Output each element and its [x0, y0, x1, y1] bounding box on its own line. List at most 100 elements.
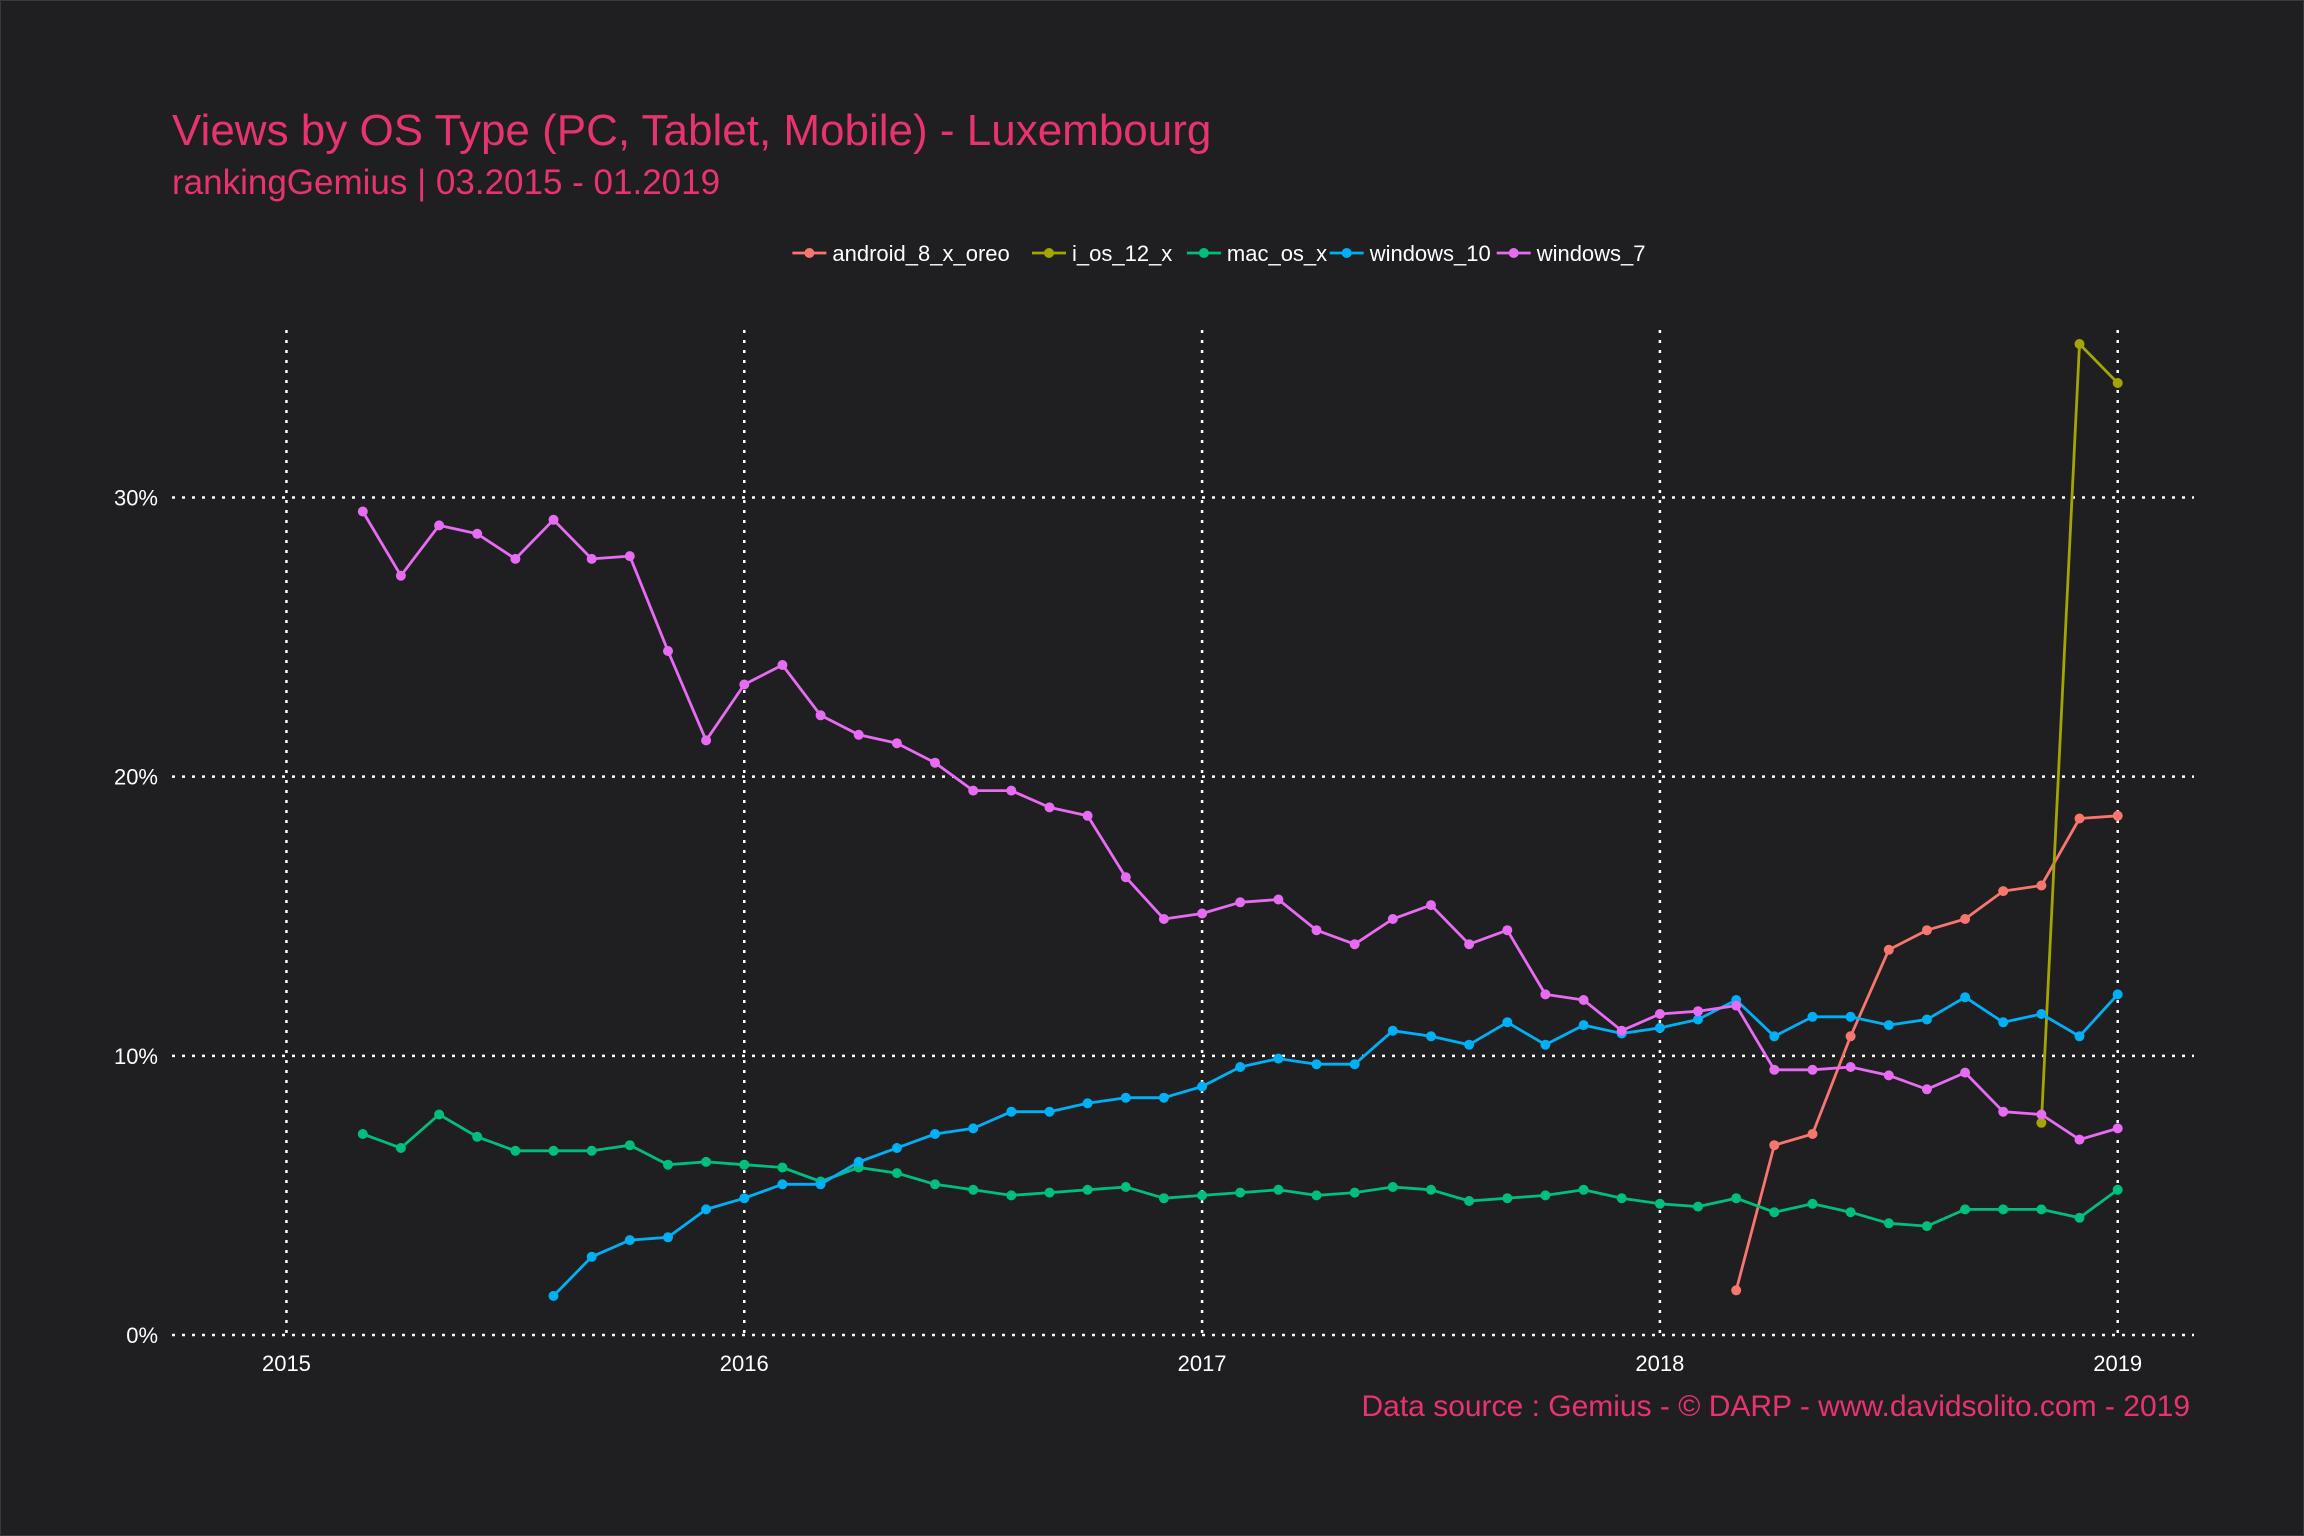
grid	[172, 330, 2194, 1337]
data-point	[1158, 914, 1169, 924]
data-point	[1921, 1014, 1932, 1025]
series-i_os_12_x	[2036, 339, 2123, 1128]
data-point	[968, 1184, 979, 1195]
legend-key-point	[1508, 248, 1519, 258]
data-point	[1426, 1031, 1436, 1042]
data-point	[1960, 1204, 1971, 1215]
series-windows_10	[548, 989, 2123, 1301]
data-point	[1654, 1198, 1665, 1209]
data-point	[2112, 378, 2123, 388]
data-point	[1197, 1190, 1208, 1201]
data-point	[1807, 1011, 1818, 1022]
y-tick-label: 0%	[126, 1323, 158, 1348]
data-point	[1769, 1064, 1780, 1075]
data-point	[1273, 894, 1284, 905]
x-tick-label: 2019	[2093, 1351, 2142, 1376]
data-point	[777, 1179, 788, 1190]
data-point	[2036, 1109, 2047, 1120]
chart-title: Views by OS Type (PC, Tablet, Mobile) - …	[172, 106, 1211, 155]
data-point	[1082, 810, 1093, 821]
data-point	[1502, 1017, 1513, 1028]
legend: android_8_x_oreo i_os_12_x mac_os_x windows…	[792, 241, 1646, 266]
data-point	[701, 1156, 712, 1167]
x-axis: 2015 2016 2017 2018 2019	[262, 1351, 2142, 1376]
data-point	[1082, 1184, 1093, 1195]
data-point	[1807, 1129, 1818, 1139]
data-point	[1998, 1106, 2009, 1117]
data-point	[1387, 1182, 1398, 1192]
data-point	[624, 1140, 635, 1151]
legend-key-point	[1341, 248, 1352, 258]
x-tick-label: 2017	[1178, 1351, 1227, 1376]
chart-subtitle: rankingGemius | 03.2015 - 01.2019	[172, 163, 720, 202]
data-point	[1120, 1182, 1131, 1192]
data-point	[434, 520, 445, 531]
data-point	[1731, 1285, 1742, 1296]
data-point	[548, 1145, 559, 1156]
data-point	[1960, 992, 1971, 1003]
series-line	[552, 993, 2119, 1297]
data-point	[2074, 339, 2085, 349]
data-point	[1693, 1006, 1703, 1017]
data-point	[1044, 802, 1055, 813]
data-point	[968, 1123, 979, 1134]
data-point	[1197, 908, 1208, 919]
legend-key-point	[1198, 248, 1209, 258]
data-point	[2112, 1184, 2123, 1195]
data-point	[777, 660, 788, 670]
data-point	[1616, 1193, 1627, 1204]
x-tick-label: 2016	[720, 1351, 769, 1376]
data-point	[739, 1159, 750, 1170]
data-point	[1693, 1014, 1703, 1025]
data-point	[701, 1204, 712, 1215]
data-point	[1769, 1140, 1780, 1151]
data-point	[1540, 989, 1551, 1000]
data-point	[1578, 1020, 1589, 1031]
data-point	[586, 1251, 597, 1262]
data-point	[1502, 925, 1513, 936]
y-axis: 0% 10% 20% 30%	[114, 486, 158, 1349]
chart-caption: Data source : Gemius - © DARP - www.davi…	[1361, 1390, 2190, 1423]
data-point	[1387, 1025, 1398, 1036]
data-point	[1349, 1187, 1360, 1198]
data-point	[1731, 1193, 1742, 1204]
data-point	[1654, 1022, 1665, 1033]
series-mac_os_x	[357, 1109, 2123, 1232]
data-point	[1082, 1098, 1093, 1109]
data-point	[663, 1159, 673, 1170]
data-point	[1807, 1198, 1818, 1209]
data-point	[1426, 900, 1436, 911]
data-point	[1578, 995, 1589, 1005]
data-point	[815, 1179, 826, 1190]
data-point	[1540, 1190, 1551, 1201]
data-point	[1616, 1025, 1627, 1036]
data-point	[1311, 1190, 1322, 1201]
data-point	[1349, 1059, 1360, 1070]
data-point	[2112, 810, 2123, 821]
data-point	[1006, 785, 1017, 796]
data-point	[1883, 1218, 1894, 1229]
data-point	[1998, 886, 2009, 897]
data-point	[1921, 1221, 1932, 1232]
data-point	[1235, 1187, 1246, 1198]
data-point	[663, 1232, 673, 1243]
data-point	[663, 646, 673, 656]
data-point	[1158, 1092, 1169, 1103]
data-point	[701, 735, 712, 746]
data-point	[510, 1145, 521, 1156]
data-point	[1464, 1039, 1475, 1050]
data-point	[930, 1129, 940, 1139]
data-point	[472, 1131, 483, 1142]
data-point	[1845, 1207, 1856, 1218]
data-point	[2036, 1009, 2047, 1019]
x-tick-label: 2018	[1635, 1351, 1684, 1376]
data-point	[1845, 1031, 1856, 1042]
data-point	[1998, 1017, 2009, 1028]
data-point	[1883, 1020, 1894, 1031]
x-tick-label: 2015	[262, 1351, 311, 1376]
data-point	[1464, 939, 1475, 950]
data-point	[891, 1168, 902, 1179]
data-point	[1769, 1031, 1780, 1042]
